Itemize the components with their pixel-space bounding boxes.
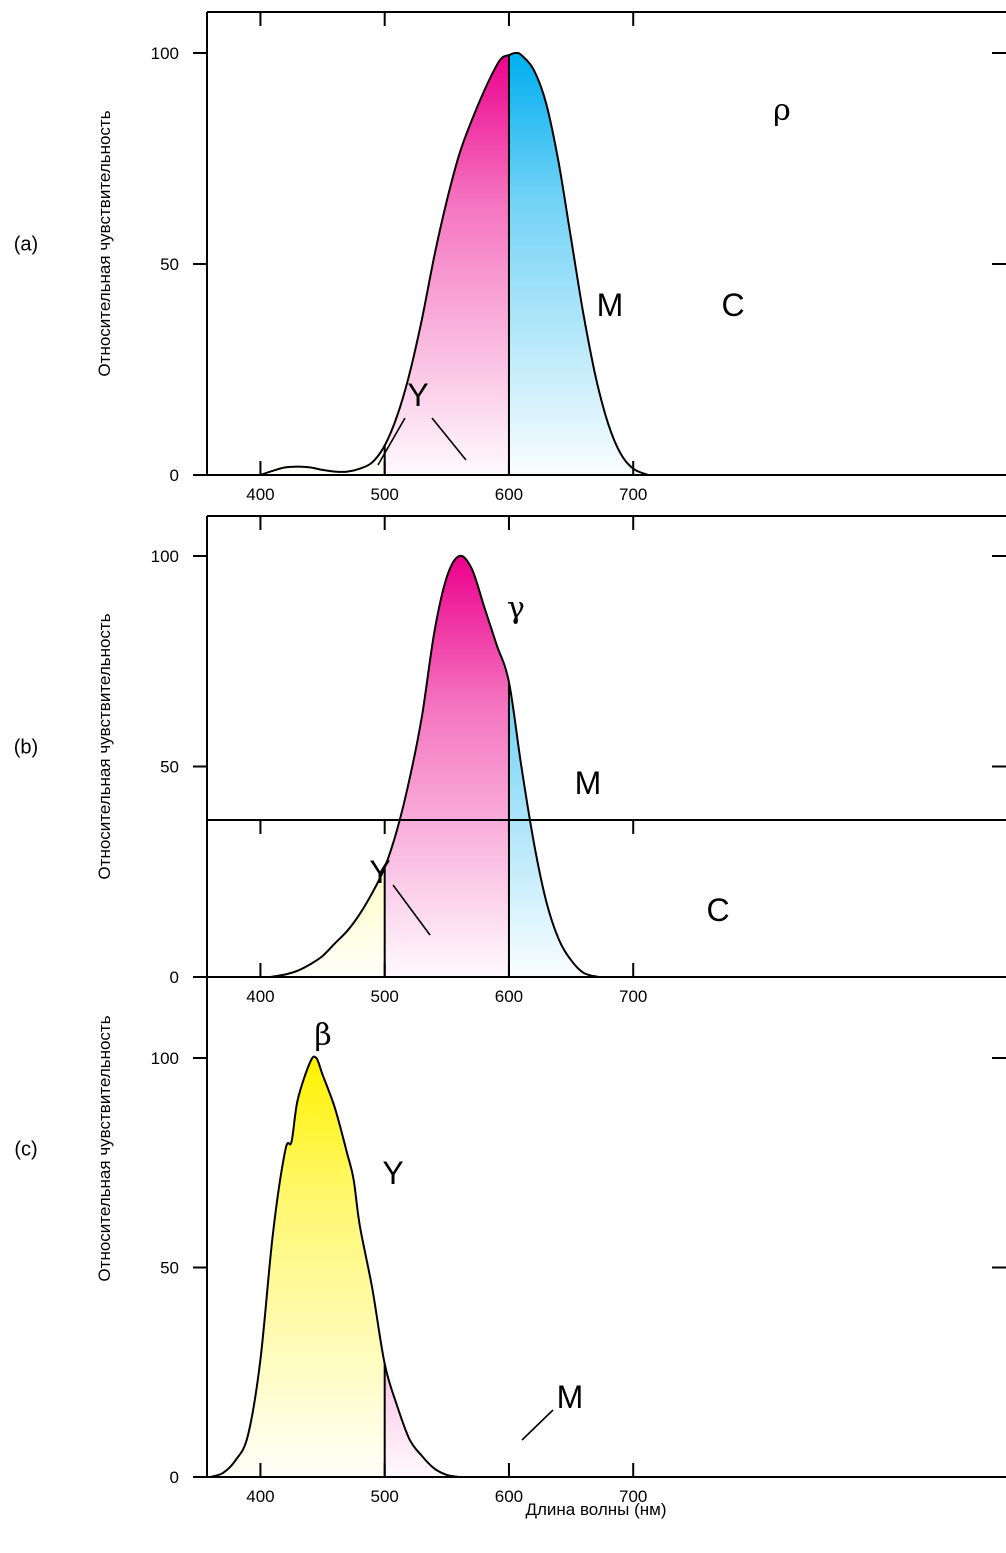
x-tick-label: 500 [371, 987, 399, 1006]
y-tick-label: 100 [151, 44, 179, 63]
x-tick-label: 400 [246, 485, 274, 504]
y-tick-label: 100 [151, 547, 179, 566]
region-y-fill [270, 867, 385, 977]
y-tick-label: 0 [170, 466, 179, 485]
sensitivity-curve [210, 1055, 460, 1478]
x-tick-label: 600 [495, 485, 523, 504]
x-tick-label: 600 [495, 1487, 523, 1506]
panel-label: (b) [14, 737, 38, 759]
x-tick-label: 700 [619, 485, 647, 504]
x-tick-label: 400 [246, 987, 274, 1006]
region-label-m: M [557, 1379, 584, 1415]
y-tick-label: 100 [151, 1049, 179, 1068]
x-tick-label: 400 [246, 1487, 274, 1506]
y-tick-label: 50 [160, 255, 179, 274]
x-tick-label: 700 [619, 1487, 647, 1506]
y-axis-title: Относительная чувствительность [95, 110, 114, 376]
y-tick-label: 0 [170, 968, 179, 987]
leader-line-y [377, 417, 406, 466]
x-tick-label: 600 [495, 987, 523, 1006]
leader-line-y [431, 417, 467, 461]
sensitivity-curve [260, 51, 649, 476]
region-label-m: M [575, 765, 602, 801]
leader-line-y [392, 884, 431, 936]
curve-label: β [314, 1018, 331, 1053]
region-label-m: M [597, 287, 624, 323]
panel-a: 400 500 600 700 0 50 100 Относительная чувствит… [14, 11, 1006, 504]
x-axis-title: Длина волны (нм) [525, 1500, 666, 1519]
region-m-fill [384, 555, 509, 977]
y-tick-label: 50 [160, 758, 179, 777]
curve-label: ρ [773, 93, 791, 128]
x-tick-label: 500 [371, 485, 399, 504]
region-label-y: Y [407, 377, 428, 413]
region-c-fill [509, 682, 599, 977]
region-m-fill [384, 55, 509, 475]
leader-line-m [521, 1409, 554, 1441]
curve-label: γ [507, 591, 525, 626]
y-tick-label: 0 [170, 1468, 179, 1487]
panel-label: (c) [14, 1139, 37, 1161]
y-tick-label: 50 [160, 1259, 179, 1278]
panel-label: (a) [14, 234, 38, 256]
region-y-fill [210, 1056, 385, 1477]
panel-b: 400 500 600 700 0 50 100 Относительная чувствит… [14, 515, 1006, 1006]
region-c-fill [509, 52, 649, 476]
sensitivity-curve [270, 554, 599, 978]
region-m-fill [384, 1363, 460, 1477]
panel-c: 400 500 600 700 0 50 100 Относительная чувствит… [14, 819, 1006, 1506]
x-tick-label: 700 [619, 987, 647, 1006]
region-label-y: Y [369, 854, 390, 890]
y-axis-title: Относительная чувствительность [95, 613, 114, 879]
y-axis-title: Относительная чувствительность [95, 1015, 114, 1281]
x-tick-label: 500 [371, 1487, 399, 1506]
region-label-y: Y [382, 1155, 403, 1191]
region-label-c: C [721, 287, 744, 323]
region-label-c: C [706, 892, 729, 928]
